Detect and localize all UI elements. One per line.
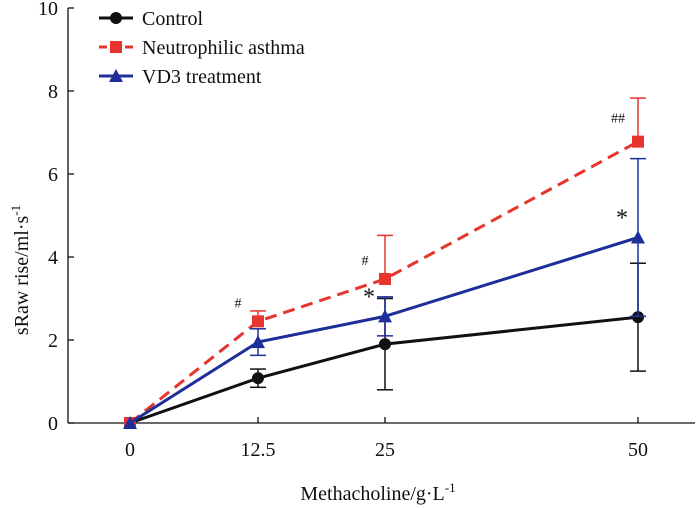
legend-label: Control xyxy=(142,8,204,30)
series-vd3-treatment: ** xyxy=(123,157,646,429)
x-tick-label: 25 xyxy=(375,439,395,461)
y-tick-label: 2 xyxy=(48,330,58,352)
axes: 0 2 4 6 8 10 0 12.5 25 50 xyxy=(38,0,695,461)
significance-mark: # xyxy=(362,254,369,269)
data-point xyxy=(379,272,391,285)
legend-label: Neutrophilic asthma xyxy=(142,37,305,59)
y-tick-label: 10 xyxy=(38,0,58,20)
data-point xyxy=(252,372,264,385)
series-neutrophilic-asthma: #### xyxy=(124,97,646,429)
legend-marker xyxy=(110,41,122,53)
y-tick-label: 0 xyxy=(48,413,58,435)
y-axis-label: sRaw rise/ml·s-1 xyxy=(8,205,33,335)
series-control xyxy=(124,262,646,429)
series-line xyxy=(129,236,639,425)
x-tick-label: 0 xyxy=(125,439,135,461)
significance-mark: # xyxy=(235,296,242,311)
legend-marker xyxy=(109,69,123,82)
series-line xyxy=(129,315,639,425)
legend-item: VD3 treatment xyxy=(99,66,262,88)
data-point xyxy=(631,230,645,244)
y-tick-label: 8 xyxy=(48,81,58,103)
legend-item: Neutrophilic asthma xyxy=(99,37,305,59)
data-point xyxy=(632,135,644,148)
data-point xyxy=(251,335,265,349)
legend-marker xyxy=(110,12,122,24)
x-tick-label: 50 xyxy=(628,439,648,461)
legend: Control Neutrophilic asthma VD3 treatment xyxy=(99,8,305,88)
significance-mark: * xyxy=(363,284,375,310)
x-tick-label: 12.5 xyxy=(241,439,276,461)
data-point xyxy=(123,416,137,429)
legend-item: Control xyxy=(99,8,204,30)
legend-label: VD3 treatment xyxy=(142,66,262,88)
y-tick-label: 4 xyxy=(48,247,58,269)
data-point xyxy=(252,315,264,328)
y-tick-label: 6 xyxy=(48,164,58,186)
series-layer: ####** xyxy=(123,97,646,429)
significance-mark: * xyxy=(616,205,628,231)
series-line xyxy=(129,140,639,425)
x-axis-label: Methacholine/g·L-1 xyxy=(300,480,455,505)
data-point xyxy=(379,338,391,351)
data-point xyxy=(378,309,392,323)
significance-mark: ## xyxy=(611,112,625,127)
data-point xyxy=(632,311,644,324)
